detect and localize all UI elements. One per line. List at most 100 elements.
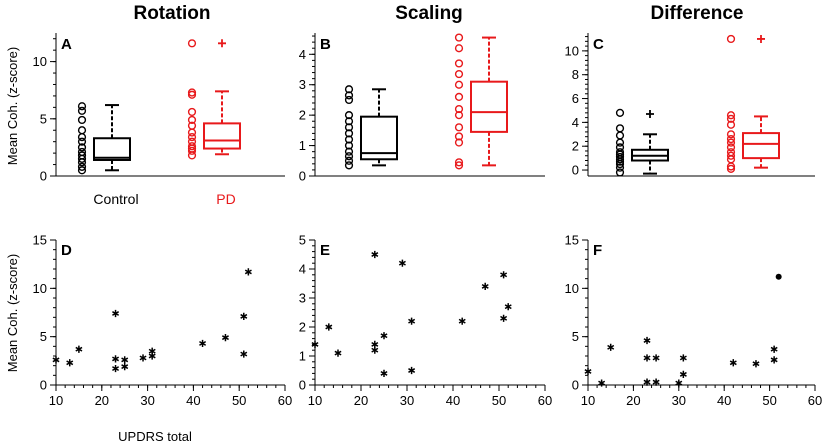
data-point: [380, 369, 388, 377]
box: [360, 115, 398, 161]
y-tick-label: 10: [565, 281, 579, 296]
data-point: [726, 164, 736, 173]
data-point: [344, 152, 354, 161]
data-point: [607, 343, 615, 351]
data-point: [121, 356, 129, 364]
data-point: [344, 135, 354, 144]
data-point: [77, 147, 87, 157]
x-tick-label: 10: [581, 393, 595, 408]
data-point: [371, 250, 379, 259]
data-point: [775, 273, 782, 280]
data-point: [454, 132, 464, 141]
data-point: [187, 39, 197, 48]
y-tick-label: 3: [299, 77, 306, 92]
panel-label-A: A: [61, 36, 72, 53]
x-tick-label: 30: [672, 393, 686, 408]
y-tick-label: 2: [299, 108, 306, 123]
y-tick-label: 4: [299, 47, 306, 62]
data-point: [121, 363, 129, 371]
data-point: [187, 88, 197, 97]
y-tick-label: 4: [572, 115, 579, 130]
data-point: [615, 163, 625, 172]
x-tick-label: 10: [308, 393, 322, 408]
data-point: [52, 356, 60, 364]
panel-E: 0 1 2 3 4 5 10 20 30 40 50 60 E: [299, 233, 552, 409]
data-point: [729, 359, 737, 367]
data-point: [344, 147, 354, 156]
data-point: [643, 336, 651, 345]
box-group-pd: [726, 34, 780, 173]
title-scaling: Scaling: [395, 3, 463, 24]
data-point: [187, 121, 197, 130]
data-point: [615, 168, 625, 177]
data-point: [187, 128, 197, 137]
panel-A: 0 5 10 A: [33, 33, 285, 184]
data-point: [454, 123, 464, 132]
data-point: [187, 137, 197, 146]
data-point: [77, 166, 87, 175]
group-label-pd: PD: [216, 191, 235, 207]
data-point: [344, 95, 354, 105]
y-tick-label: 10: [33, 54, 47, 69]
data-point: [643, 378, 651, 386]
data-point: [408, 317, 416, 325]
panel-label-B: B: [320, 36, 331, 53]
data-point: [726, 114, 736, 123]
y-tick-label: 0: [572, 163, 579, 178]
data-point: [139, 354, 147, 362]
x-tick-label: 30: [140, 393, 154, 408]
x-tick-label: 40: [446, 393, 460, 408]
data-point: [615, 152, 625, 162]
panel-label-C: C: [593, 36, 604, 53]
y-tick-label: 0: [299, 378, 306, 393]
data-point: [504, 303, 512, 311]
data-point: [454, 161, 464, 170]
data-point: [187, 107, 197, 117]
y-tick-label: 8: [572, 67, 579, 82]
data-point: [344, 123, 354, 132]
data-point: [615, 108, 625, 117]
box: [93, 137, 131, 161]
data-point: [311, 340, 319, 348]
y-tick-label: 3: [299, 291, 306, 306]
group-label-control: Control: [93, 191, 138, 207]
data-point: [454, 44, 464, 53]
data-point: [454, 138, 464, 147]
data-point: [344, 85, 354, 94]
box-group-pd: [454, 33, 508, 170]
x-tick-label: 50: [492, 393, 506, 408]
x-tick-label: 50: [762, 393, 776, 408]
data-point: [112, 364, 120, 373]
data-point: [454, 33, 464, 42]
box-group-pd: [187, 39, 241, 160]
data-point: [454, 104, 464, 114]
x-tick-label: 40: [186, 393, 200, 408]
data-point: [380, 332, 388, 340]
y-tick-label: 5: [572, 329, 579, 344]
data-point: [679, 370, 687, 378]
data-point: [726, 111, 736, 120]
data-point: [454, 111, 464, 120]
data-point: [598, 379, 606, 387]
y-tick-label: 1: [299, 349, 306, 364]
y-tick-label: 10: [565, 43, 579, 58]
data-point: [726, 151, 736, 160]
data-point: [752, 360, 760, 368]
data-point: [344, 141, 354, 150]
data-point: [454, 69, 464, 79]
y-tick-label: 15: [565, 233, 579, 248]
outlier-marker: [646, 110, 654, 119]
data-point: [344, 161, 354, 170]
y-tick-label: 15: [33, 233, 47, 248]
data-point: [615, 148, 625, 157]
data-point: [77, 115, 87, 125]
data-point: [240, 312, 248, 320]
y-tick-label: 5: [40, 329, 47, 344]
x-tick-label: 20: [95, 393, 109, 408]
title-rotation: Rotation: [133, 3, 210, 24]
data-point: [77, 151, 87, 160]
data-point: [244, 268, 252, 276]
data-point: [615, 138, 625, 147]
data-point: [77, 126, 87, 135]
